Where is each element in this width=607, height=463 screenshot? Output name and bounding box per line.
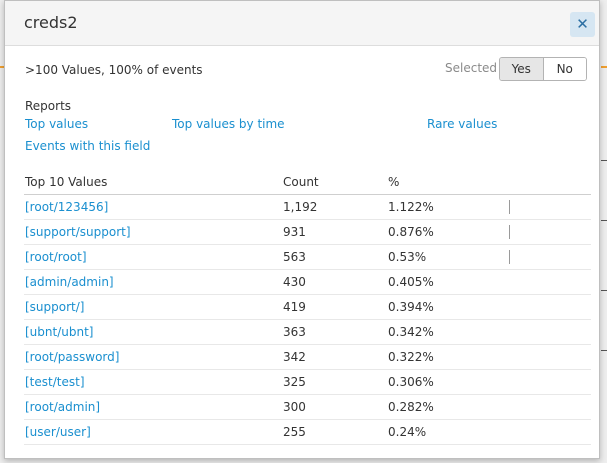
value-link[interactable]: [admin/admin] — [25, 275, 114, 289]
percent-cell: 0.282% — [388, 400, 434, 414]
selected-toggle: Yes No — [499, 57, 587, 81]
count-cell: 255 — [283, 425, 306, 439]
value-link[interactable]: [test/test] — [25, 375, 85, 389]
column-header-percent: % — [388, 175, 400, 189]
column-header-count: Count — [283, 175, 319, 189]
field-summary-modal: creds2 ✕ >100 Values, 100% of events Sel… — [4, 0, 600, 459]
table-row: [root/root] 563 0.53% — [24, 245, 591, 270]
percent-cell: 0.24% — [388, 425, 427, 439]
percent-cell: 0.876% — [388, 225, 434, 239]
value-link[interactable]: [root/admin] — [25, 400, 101, 414]
modal-title: creds2 — [24, 13, 78, 32]
background-divider — [601, 350, 607, 351]
selected-no-button[interactable]: No — [543, 58, 586, 80]
count-cell: 325 — [283, 375, 306, 389]
table-row: [ubnt/ubnt] 363 0.342% — [24, 320, 591, 345]
modal-header: creds2 ✕ — [5, 1, 599, 46]
column-header-value: Top 10 Values — [25, 175, 108, 189]
background-accent-line — [0, 66, 6, 68]
percent-cell: 0.342% — [388, 325, 434, 339]
value-link[interactable]: [support/] — [25, 300, 85, 314]
background-divider — [601, 220, 607, 221]
table-row: [root/admin] 300 0.282% — [24, 395, 591, 420]
table-row: [root/123456] 1,192 1.122% — [24, 195, 591, 220]
report-link-top-values-by-time[interactable]: Top values by time — [172, 117, 285, 131]
value-link[interactable]: [ubnt/ubnt] — [25, 325, 94, 339]
table-row: [root/password] 342 0.322% — [24, 345, 591, 370]
value-link[interactable]: [root/root] — [25, 250, 87, 264]
table-row: [admin/admin] 430 0.405% — [24, 270, 591, 295]
count-cell: 419 — [283, 300, 306, 314]
value-link[interactable]: [user/user] — [25, 425, 91, 439]
table-row: [support/] 419 0.394% — [24, 295, 591, 320]
table-row: [test/test] 325 0.306% — [24, 370, 591, 395]
reports-heading: Reports — [25, 99, 72, 113]
selected-label: Selected — [445, 61, 498, 75]
background-divider — [601, 160, 607, 161]
percent-cell: 0.394% — [388, 300, 434, 314]
count-cell: 300 — [283, 400, 306, 414]
close-button[interactable]: ✕ — [570, 12, 595, 37]
background-accent-line — [601, 66, 607, 68]
percent-cell: 0.306% — [388, 375, 434, 389]
report-link-events-with-field[interactable]: Events with this field — [25, 139, 151, 153]
count-cell: 931 — [283, 225, 306, 239]
value-link[interactable]: [root/123456] — [25, 200, 109, 214]
table-header-divider — [24, 194, 591, 195]
percent-bar — [509, 250, 510, 264]
percent-cell: 0.405% — [388, 275, 434, 289]
percent-bar — [509, 200, 510, 214]
close-icon: ✕ — [576, 15, 589, 33]
percent-bar — [509, 225, 510, 239]
report-link-top-values[interactable]: Top values — [25, 117, 89, 131]
field-summary-text: >100 Values, 100% of events — [25, 63, 203, 77]
count-cell: 430 — [283, 275, 306, 289]
count-cell: 1,192 — [283, 200, 318, 214]
value-link[interactable]: [root/password] — [25, 350, 120, 364]
percent-cell: 0.322% — [388, 350, 434, 364]
background-divider — [601, 290, 607, 291]
report-link-rare-values[interactable]: Rare values — [427, 117, 498, 131]
percent-cell: 0.53% — [388, 250, 427, 264]
table-row: [support/support] 931 0.876% — [24, 220, 591, 245]
count-cell: 363 — [283, 325, 306, 339]
table-row: [user/user] 255 0.24% — [24, 420, 591, 445]
percent-cell: 1.122% — [388, 200, 434, 214]
selected-yes-button[interactable]: Yes — [500, 58, 544, 80]
value-link[interactable]: [support/support] — [25, 225, 131, 239]
count-cell: 342 — [283, 350, 306, 364]
count-cell: 563 — [283, 250, 306, 264]
